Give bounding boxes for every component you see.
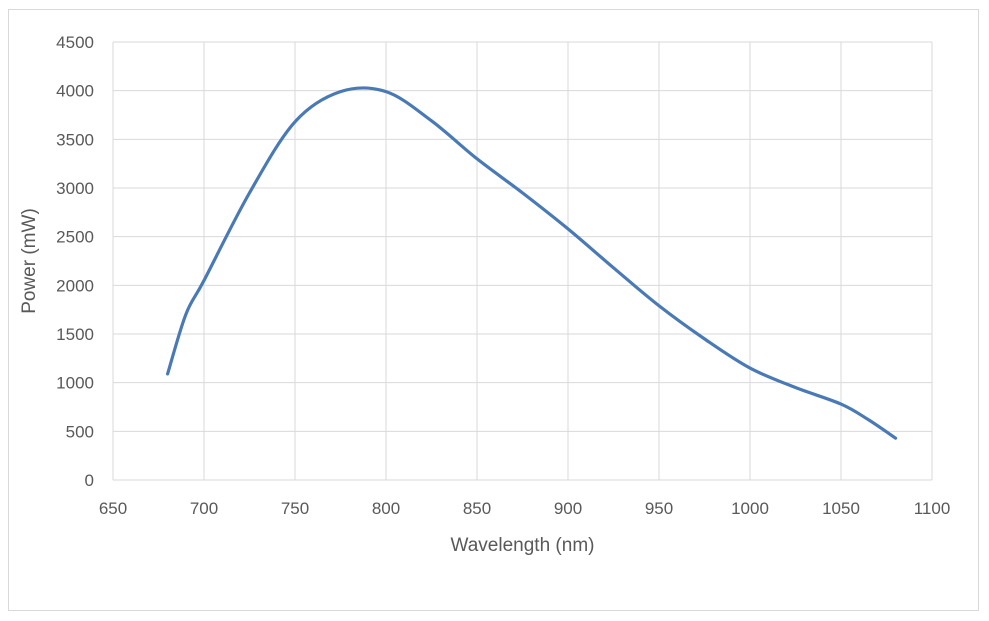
x-tick-label: 750 xyxy=(281,499,309,518)
y-tick-label: 2500 xyxy=(56,228,94,247)
series-line-0 xyxy=(166,86,898,440)
x-tick-labels: 650 700 750 800 850 900 950 1000 1050 1100 xyxy=(99,499,950,518)
x-tick-label: 1100 xyxy=(914,499,951,518)
y-tick-label: 4500 xyxy=(56,33,94,52)
x-tick-label: 1000 xyxy=(731,499,769,518)
x-tick-label: 900 xyxy=(554,499,582,518)
x-tick-label: 1050 xyxy=(822,499,860,518)
y-tick-label: 3000 xyxy=(56,179,94,198)
y-tick-label: 2000 xyxy=(56,276,94,295)
y-axis-title: Power (mW) xyxy=(19,208,40,314)
x-tick-label: 650 xyxy=(99,499,127,518)
y-tick-labels: 0 500 1000 1500 2000 2500 3000 3500 4000 4500 xyxy=(56,33,94,490)
chart-frame xyxy=(8,9,979,611)
y-tick-label: 3500 xyxy=(56,130,94,149)
gridlines xyxy=(112,41,933,481)
y-tick-label: 0 xyxy=(85,471,94,490)
y-tick-label: 4000 xyxy=(56,82,94,101)
x-tick-label: 700 xyxy=(190,499,218,518)
series-layer xyxy=(166,86,898,440)
y-tick-label: 1500 xyxy=(56,325,94,344)
x-tick-label: 850 xyxy=(463,499,491,518)
y-tick-label: 500 xyxy=(66,422,94,441)
x-tick-label: 950 xyxy=(645,499,673,518)
x-tick-label: 800 xyxy=(372,499,400,518)
x-axis-title: Wavelength (nm) xyxy=(451,535,595,556)
y-tick-label: 1000 xyxy=(56,374,94,393)
